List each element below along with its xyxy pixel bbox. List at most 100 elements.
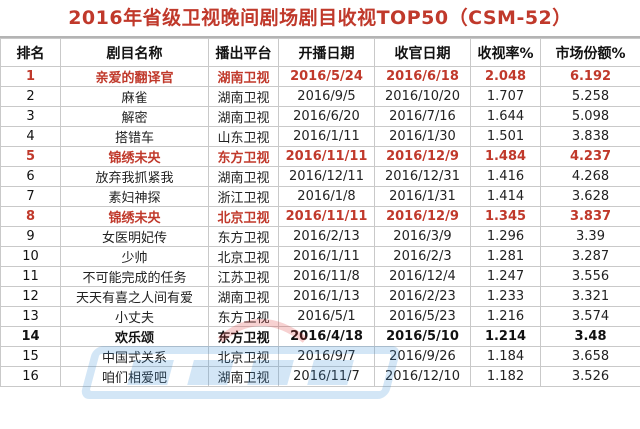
cell-rank: 8	[0, 206, 61, 227]
cell-drama-name: 素妇神探	[60, 186, 209, 207]
cell-rating: 1.484	[470, 146, 541, 167]
cell-rating: 1.184	[470, 346, 541, 367]
cell-drama-name: 锦绣未央	[60, 206, 209, 227]
cell-drama-name: 天天有喜之人间有爱	[60, 286, 209, 307]
table-body: 1 亲爱的翻译官 湖南卫视 2016/5/24 2016/6/18 2.048 6.192 2…	[0, 66, 640, 387]
cell-channel: 北京卫视	[208, 206, 279, 227]
cell-market-share: 3.287	[540, 246, 640, 267]
cell-start-date: 2016/6/20	[278, 106, 375, 127]
cell-rank: 7	[0, 186, 61, 207]
table-row: 5 锦绣未央 东方卫视 2016/11/11 2016/12/9 1.484 4.237	[0, 146, 640, 167]
cell-start-date: 2016/9/7	[278, 346, 375, 367]
cell-end-date: 2016/6/18	[374, 66, 471, 87]
cell-rating: 1.501	[470, 126, 541, 147]
cell-start-date: 2016/12/11	[278, 166, 375, 187]
table-row: 3 解密 湖南卫视 2016/6/20 2016/7/16 1.644 5.098	[0, 106, 640, 127]
cell-channel: 湖南卫视	[208, 286, 279, 307]
cell-rating: 1.345	[470, 206, 541, 227]
cell-start-date: 2016/5/1	[278, 306, 375, 327]
cell-channel: 东方卫视	[208, 326, 279, 347]
cell-market-share: 3.574	[540, 306, 640, 327]
table-header-row: 排名 剧目名称 播出平台 开播日期 收官日期 收视率% 市场份额%	[0, 38, 640, 67]
table-row: 2 麻雀 湖南卫视 2016/9/5 2016/10/20 1.707 5.258	[0, 86, 640, 107]
header-rating: 收视率%	[470, 38, 541, 67]
cell-drama-name: 亲爱的翻译官	[60, 66, 209, 87]
cell-market-share: 4.237	[540, 146, 640, 167]
table-row: 14 欢乐颂 东方卫视 2016/4/18 2016/5/10 1.214 3.48	[0, 326, 640, 347]
table-row: 10 少帅 北京卫视 2016/1/11 2016/2/3 1.281 3.287	[0, 246, 640, 267]
cell-start-date: 2016/1/8	[278, 186, 375, 207]
table-row: 13 小丈夫 东方卫视 2016/5/1 2016/5/23 1.216 3.574	[0, 306, 640, 327]
cell-drama-name: 解密	[60, 106, 209, 127]
cell-market-share: 3.321	[540, 286, 640, 307]
cell-end-date: 2016/12/9	[374, 206, 471, 227]
cell-end-date: 2016/10/20	[374, 86, 471, 107]
cell-market-share: 3.628	[540, 186, 640, 207]
cell-start-date: 2016/11/8	[278, 266, 375, 287]
table-row: 6 放弃我抓紧我 湖南卫视 2016/12/11 2016/12/31 1.416 4.26…	[0, 166, 640, 187]
cell-rating: 1.281	[470, 246, 541, 267]
cell-market-share: 5.098	[540, 106, 640, 127]
cell-drama-name: 中国式关系	[60, 346, 209, 367]
cell-channel: 山东卫视	[208, 126, 279, 147]
table-row: 15 中国式关系 北京卫视 2016/9/7 2016/9/26 1.184 3.658	[0, 346, 640, 367]
cell-start-date: 2016/11/7	[278, 366, 375, 387]
cell-channel: 湖南卫视	[208, 106, 279, 127]
cell-channel: 东方卫视	[208, 306, 279, 327]
cell-market-share: 3.837	[540, 206, 640, 227]
cell-rank: 13	[0, 306, 61, 327]
cell-rating: 1.416	[470, 166, 541, 187]
cell-drama-name: 女医明妃传	[60, 226, 209, 247]
cell-market-share: 3.48	[540, 326, 640, 347]
cell-drama-name: 放弃我抓紧我	[60, 166, 209, 187]
cell-end-date: 2016/7/16	[374, 106, 471, 127]
table-row: 11 不可能完成的任务 江苏卫视 2016/11/8 2016/12/4 1.247 3.5…	[0, 266, 640, 287]
cell-drama-name: 少帅	[60, 246, 209, 267]
table-row: 9 女医明妃传 东方卫视 2016/2/13 2016/3/9 1.296 3.39	[0, 226, 640, 247]
header-market-share: 市场份额%	[540, 38, 640, 67]
cell-market-share: 3.526	[540, 366, 640, 387]
cell-rank: 10	[0, 246, 61, 267]
cell-rank: 4	[0, 126, 61, 147]
cell-end-date: 2016/1/30	[374, 126, 471, 147]
cell-start-date: 2016/4/18	[278, 326, 375, 347]
cell-channel: 湖南卫视	[208, 86, 279, 107]
cell-end-date: 2016/5/10	[374, 326, 471, 347]
cell-channel: 湖南卫视	[208, 66, 279, 87]
table-row: 12 天天有喜之人间有爱 湖南卫视 2016/1/13 2016/2/23 1.233 3.…	[0, 286, 640, 307]
cell-market-share: 3.838	[540, 126, 640, 147]
cell-end-date: 2016/5/23	[374, 306, 471, 327]
cell-drama-name: 搭错车	[60, 126, 209, 147]
cell-end-date: 2016/1/31	[374, 186, 471, 207]
table-row: 1 亲爱的翻译官 湖南卫视 2016/5/24 2016/6/18 2.048 6.192	[0, 66, 640, 87]
cell-rating: 1.414	[470, 186, 541, 207]
header-drama-name: 剧目名称	[60, 38, 209, 67]
cell-rating: 1.182	[470, 366, 541, 387]
header-channel: 播出平台	[208, 38, 279, 67]
cell-start-date: 2016/1/13	[278, 286, 375, 307]
cell-end-date: 2016/12/10	[374, 366, 471, 387]
cell-drama-name: 欢乐颂	[60, 326, 209, 347]
cell-rating: 1.247	[470, 266, 541, 287]
cell-start-date: 2016/11/11	[278, 206, 375, 227]
cell-channel: 湖南卫视	[208, 366, 279, 387]
header-end-date: 收官日期	[374, 38, 471, 67]
cell-rank: 9	[0, 226, 61, 247]
cell-channel: 湖南卫视	[208, 166, 279, 187]
cell-channel: 东方卫视	[208, 226, 279, 247]
cell-channel: 东方卫视	[208, 146, 279, 167]
cell-drama-name: 小丈夫	[60, 306, 209, 327]
cell-market-share: 3.658	[540, 346, 640, 367]
cell-end-date: 2016/2/3	[374, 246, 471, 267]
cell-channel: 浙江卫视	[208, 186, 279, 207]
cell-start-date: 2016/2/13	[278, 226, 375, 247]
cell-market-share: 5.258	[540, 86, 640, 107]
cell-end-date: 2016/12/9	[374, 146, 471, 167]
cell-rating: 1.233	[470, 286, 541, 307]
cell-end-date: 2016/3/9	[374, 226, 471, 247]
cell-start-date: 2016/1/11	[278, 126, 375, 147]
cell-end-date: 2016/12/4	[374, 266, 471, 287]
cell-end-date: 2016/2/23	[374, 286, 471, 307]
cell-rating: 1.214	[470, 326, 541, 347]
